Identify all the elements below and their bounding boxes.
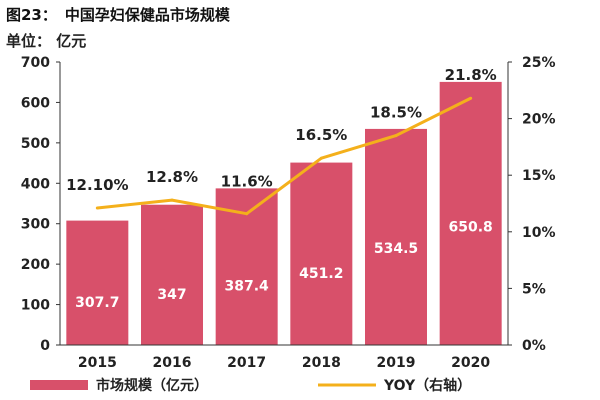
figure-title: 图23： 中国孕妇保健品市场规模 xyxy=(6,4,230,25)
left-tick-label: 0 xyxy=(40,338,50,354)
bar-value-label: 387.4 xyxy=(225,279,270,295)
bar-value-label: 307.7 xyxy=(75,295,119,311)
yoy-value-label: 12.10% xyxy=(66,176,128,194)
bar-series: 307.7 347 387.4 451.2 534.5 650.8 xyxy=(66,81,502,345)
unit-label: 单位： 亿元 xyxy=(6,32,87,50)
x-tick-label: 2017 xyxy=(227,355,266,371)
yoy-value-label: 11.6% xyxy=(221,173,273,191)
legend-line-label: YOY（右轴） xyxy=(383,377,471,394)
x-tick-label: 2015 xyxy=(78,355,117,371)
right-tick-label: 20% xyxy=(522,112,556,128)
yoy-point xyxy=(245,212,249,216)
right-tick-label: 15% xyxy=(522,168,556,184)
left-tick-label: 200 xyxy=(21,257,50,273)
bar-value-label: 451.2 xyxy=(299,266,343,282)
figure-number: 图23： xyxy=(6,6,57,24)
yoy-point xyxy=(469,96,473,100)
yoy-line-series: 12.10% 12.8% 11.6% 16.5% 18.5% 21.8% xyxy=(66,66,497,216)
bar-value-label: 347 xyxy=(157,287,186,303)
yoy-value-label: 18.5% xyxy=(370,104,422,122)
x-axis: 2015 2016 2017 2018 2019 2020 xyxy=(60,344,508,371)
yoy-point xyxy=(95,206,99,210)
left-tick-label: 700 xyxy=(21,55,50,71)
left-tick-label: 500 xyxy=(21,136,50,152)
left-tick-label: 100 xyxy=(21,298,50,314)
yoy-point xyxy=(394,134,398,138)
left-tick-label: 400 xyxy=(21,176,50,192)
right-tick-label: 0% xyxy=(522,338,546,354)
left-y-axis: 0 100 200 300 400 500 600 700 xyxy=(21,55,61,354)
legend-bar-swatch xyxy=(30,380,88,390)
bar-2018 xyxy=(290,162,353,345)
bar-value-label: 650.8 xyxy=(449,220,493,236)
bar-2020 xyxy=(439,81,502,345)
bar-value-label: 534.5 xyxy=(374,241,418,257)
chart-title: 中国孕妇保健品市场规模 xyxy=(64,6,230,24)
x-tick-label: 2018 xyxy=(302,355,341,371)
left-tick-label: 300 xyxy=(21,217,50,233)
x-tick-label: 2020 xyxy=(451,355,490,371)
left-tick-label: 600 xyxy=(21,95,50,111)
legend: 市场规模（亿元） YOY（右轴） xyxy=(30,377,471,394)
yoy-point xyxy=(319,156,323,160)
right-tick-label: 25% xyxy=(522,55,556,71)
yoy-point xyxy=(170,198,174,202)
right-tick-label: 5% xyxy=(522,281,546,297)
x-tick-label: 2019 xyxy=(377,355,416,371)
legend-bar-label: 市场规模（亿元） xyxy=(96,377,208,394)
yoy-line xyxy=(97,96,472,216)
yoy-value-label: 12.8% xyxy=(146,168,198,186)
bar-2016 xyxy=(141,204,203,345)
x-tick-label: 2016 xyxy=(153,355,192,371)
yoy-value-label: 16.5% xyxy=(295,126,347,144)
bar-2019 xyxy=(365,128,427,345)
bar-2015 xyxy=(66,220,129,345)
yoy-value-label: 21.8% xyxy=(445,66,497,84)
right-tick-label: 10% xyxy=(522,225,556,241)
right-y-axis: 0% 5% 10% 15% 20% 25% xyxy=(507,55,556,354)
